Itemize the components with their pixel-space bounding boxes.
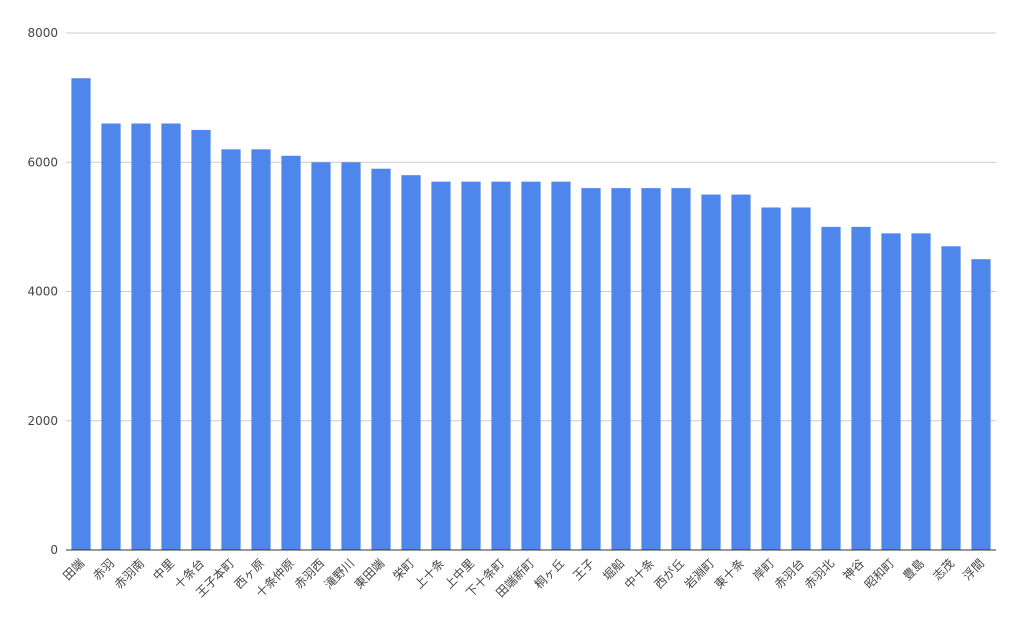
- x-tick-label: 豊島: [900, 556, 928, 584]
- bar: [701, 194, 721, 550]
- x-tick-label: 浮間: [960, 556, 987, 583]
- bar: [971, 259, 991, 550]
- bar: [521, 181, 541, 550]
- x-tick-label: 赤羽北: [802, 556, 837, 591]
- bar: [371, 168, 391, 550]
- x-tick-label: 西が丘: [651, 556, 687, 592]
- y-tick-label: 0: [50, 543, 58, 557]
- bar: [911, 233, 931, 550]
- bars: [71, 78, 991, 551]
- bar: [881, 233, 901, 550]
- bar: [71, 78, 91, 551]
- bar: [851, 226, 871, 551]
- bar: [611, 188, 631, 550]
- y-tick-label: 4000: [27, 285, 58, 299]
- bar: [221, 149, 241, 550]
- bar: [281, 155, 301, 551]
- bar: [131, 123, 151, 550]
- x-tick-label: 上十条: [412, 556, 447, 591]
- x-tick-label: 堀船: [600, 556, 628, 584]
- x-tick-label: 桐ヶ丘: [532, 556, 567, 591]
- bar: [161, 123, 181, 550]
- y-tick-label: 8000: [27, 26, 58, 40]
- bar: [581, 188, 601, 550]
- bar: [311, 162, 331, 550]
- bar: [641, 188, 661, 550]
- x-tick-label: 東田端: [352, 556, 387, 591]
- y-tick-label: 2000: [27, 414, 58, 428]
- bar: [731, 194, 751, 550]
- x-tick-label: 王子: [570, 556, 597, 583]
- y-axis-tick-labels: 0 2000 4000 6000 8000: [27, 26, 58, 557]
- bar: [191, 129, 211, 550]
- bar: [941, 246, 961, 550]
- bar: [821, 226, 841, 551]
- x-tick-label: 赤羽西: [292, 556, 327, 591]
- x-tick-label: 中里: [150, 556, 178, 584]
- bar: [491, 181, 511, 550]
- bar: [101, 123, 121, 550]
- bar: [671, 188, 691, 550]
- bar: [761, 207, 781, 551]
- x-tick-label: 中十条: [621, 556, 657, 592]
- bar: [791, 207, 811, 551]
- x-tick-label: 東十条: [712, 556, 747, 591]
- bar: [551, 181, 571, 550]
- x-tick-label: 田端: [60, 556, 87, 583]
- x-tick-label: 赤羽台: [771, 556, 807, 592]
- y-tick-label: 6000: [27, 155, 58, 169]
- bar: [251, 149, 271, 550]
- x-tick-label: 岩淵町: [681, 556, 717, 592]
- x-tick-label: 滝野川: [322, 556, 357, 591]
- x-tick-label: 赤羽南: [111, 556, 147, 592]
- bar: [431, 181, 451, 550]
- bar: [461, 181, 481, 550]
- x-tick-label: 志茂: [930, 556, 957, 583]
- bar: [401, 175, 421, 550]
- x-tick-label: 昭和町: [862, 556, 897, 591]
- bar: [341, 162, 361, 550]
